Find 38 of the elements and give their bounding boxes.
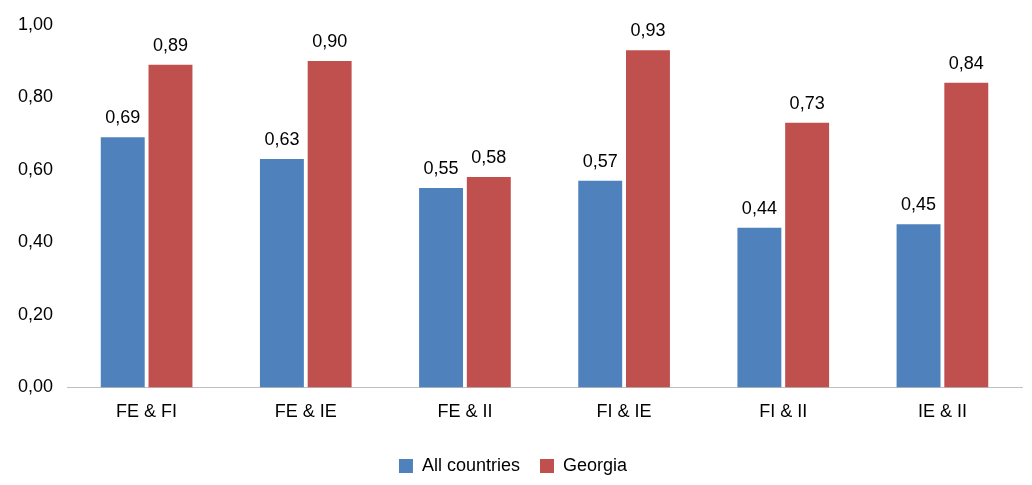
- y-tick-label: 0,20: [17, 303, 54, 324]
- bar: [785, 122, 830, 388]
- y-tick-label: 1,00: [17, 13, 54, 34]
- x-tick-label: FE & II: [437, 401, 493, 422]
- data-label: 0,73: [789, 92, 825, 113]
- x-tick-label: FE & IE: [274, 401, 337, 422]
- data-label: 0,55: [423, 157, 459, 178]
- data-label: 0,44: [741, 197, 777, 218]
- x-tick-label: IE & II: [917, 401, 967, 422]
- data-label: 0,63: [264, 128, 300, 149]
- bar: [626, 50, 670, 388]
- bar: [259, 158, 304, 388]
- bar: [100, 137, 145, 388]
- data-label: 0,90: [312, 31, 348, 52]
- x-tick-label: FE & FI: [116, 401, 178, 422]
- bar: [148, 64, 193, 388]
- data-label: 0,89: [152, 34, 189, 55]
- bar: [896, 224, 941, 388]
- data-label: 0,93: [630, 20, 666, 41]
- bar: [419, 187, 464, 388]
- legend-label: Georgia: [563, 454, 629, 475]
- data-label: 0,57: [582, 150, 618, 171]
- bar: [944, 82, 989, 388]
- data-label: 0,69: [105, 107, 141, 128]
- y-tick-label: 0,00: [17, 376, 54, 397]
- data-label: 0,58: [471, 147, 507, 168]
- x-tick-label: FI & II: [759, 401, 808, 422]
- y-tick-label: 0,60: [17, 158, 54, 179]
- bar: [578, 180, 623, 388]
- data-label: 0,45: [901, 194, 937, 215]
- bar: [737, 227, 782, 388]
- y-tick-label: 0,80: [17, 86, 54, 107]
- legend-label: All countries: [421, 454, 521, 475]
- x-tick-label: FI & IE: [596, 401, 652, 422]
- y-tick-label: 0,40: [17, 231, 54, 252]
- bar: [466, 177, 511, 388]
- bar: [307, 61, 352, 388]
- data-label: 0,84: [948, 52, 984, 73]
